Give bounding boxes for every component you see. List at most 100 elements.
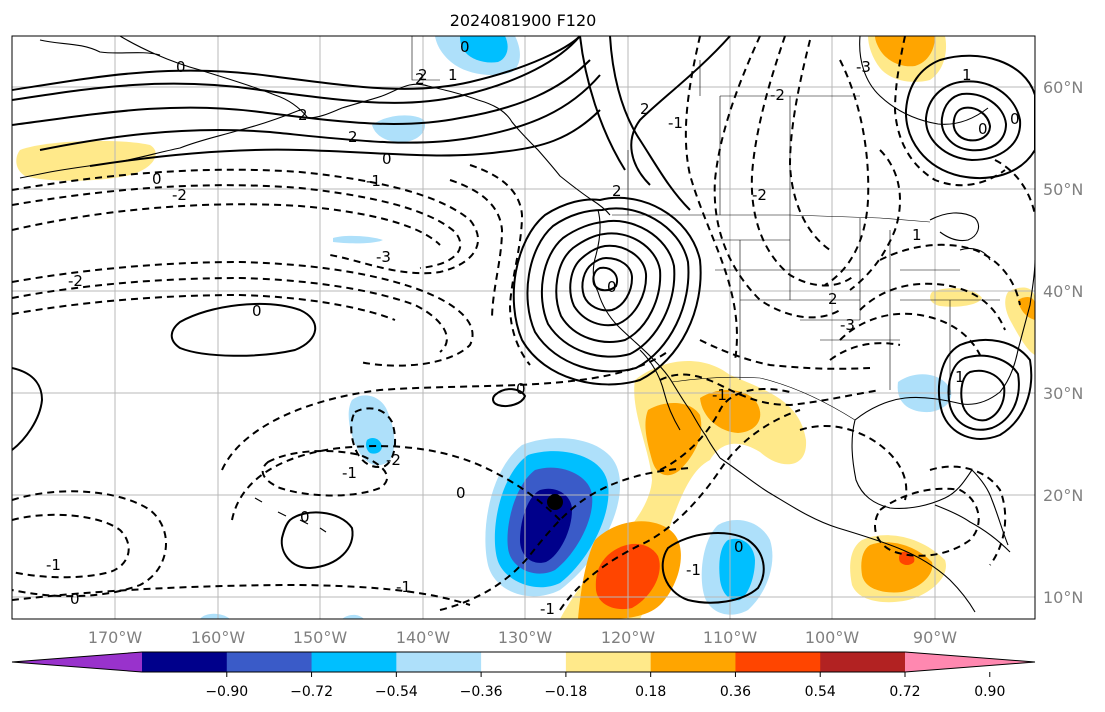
colorbar-tick-label: 0.72 [889,684,920,700]
contour-hawaii-negative-1 [261,449,388,497]
contour-trough-2 [750,36,856,287]
contour-label: -2 [770,86,785,104]
contour-negative-line-7 [469,164,531,366]
contour-zero-left-edge [12,367,44,451]
contour-positive-line-1 [12,36,581,104]
contour-labels: 0 2 2 0 -1 2 0 -2 -3 -2 0 -1 -1 -1 0 -2 … [46,38,1020,618]
contour-label: -1 [366,172,381,190]
lat-label: 20°N [1043,486,1083,505]
lat-label: 50°N [1043,180,1083,199]
contour-east-us-2 [859,282,1006,331]
contour-east-low-3 [960,369,1006,422]
contour-label: -1 [668,114,683,132]
contour-label: 0 [1010,110,1020,128]
colorbar-tick-label: −0.36 [460,684,503,700]
colorbar-segment [396,652,482,672]
contour-label: -1 [712,386,727,404]
positive-anomaly-mid-north [645,403,702,476]
east-coast [999,259,1035,393]
lon-label: 140°W [396,628,451,647]
contour-label: 0 [382,150,392,168]
contour-tropical-trough-2 [231,445,561,521]
colorbar: −0.90 −0.72 −0.54 −0.36 −0.18 0.18 0.36 0.54 0.7… [11,651,1036,700]
negative-anomaly-east-pacific-inner [719,538,755,601]
contour-canada-east-2 [994,159,1035,216]
colorbar-tick-label: 0.90 [974,684,1005,700]
contour-label: 0 [176,58,186,76]
contour-label: 2 [828,290,838,308]
lon-label: 130°W [498,628,553,647]
canadian-provinces [627,60,860,215]
contour-label: 0 [456,484,466,502]
contour-label: 0 [734,538,744,556]
negative-anomaly-bottom-center [342,614,364,619]
west-coast [592,209,721,459]
contour-label: -3 [376,248,391,266]
contour-gulf-1 [799,424,908,501]
negative-anomaly-gulf-of-alaska [372,115,426,143]
negative-anomaly-small-streak [333,235,383,244]
contour-canada-east-1 [893,36,1006,187]
contour-trough-3 [788,39,831,251]
contour-canada-low-outer [904,54,1035,179]
contour-positive-line-2 [12,36,581,91]
contour-label: 1 [448,66,458,84]
colorbar-segment [735,652,821,672]
contour-label: 0 [152,170,162,188]
colorbar-tick-label: 0.36 [720,684,751,700]
colorbar-extension-low [12,652,142,672]
contour-positive-line-3 [12,59,591,126]
contour-tropical-trough-4 [12,513,130,579]
contour-label: -1 [396,578,411,596]
colorbar-tick-label: 0.18 [635,684,666,700]
contour-label: -1 [46,556,61,574]
contour-label: -1 [686,561,701,579]
contour-high-6 [581,256,634,312]
positive-anomaly-canada-inner [875,36,935,67]
contour-mexico-2 [699,339,871,370]
lon-label: 90°W [913,628,957,647]
contour-label: -3 [856,58,871,76]
contour-label: 2 [348,128,358,146]
contour-tropical-trough-3 [12,490,167,598]
colorbar-segment [820,652,906,672]
contour-positive-line-5 [89,109,601,167]
contours-dashed [12,36,1035,611]
lon-label: 170°W [88,628,143,647]
contour-label: -1 [540,600,555,618]
contour-negative-line-1 [12,168,480,275]
contour-negative-line-6 [12,293,396,321]
lat-label: 60°N [1043,78,1083,97]
negative-anomaly-bottom-left [200,613,230,619]
lon-label: 150°W [293,628,348,647]
colorbar-segment [311,652,397,672]
colorbar-tick-label: −0.90 [205,684,248,700]
contour-central-america-2 [929,465,1007,566]
contour-positive-line-7 [579,36,626,171]
gridlines [12,36,1035,619]
contour-east-us-4 [829,342,901,361]
contour-label: 0 [300,508,310,526]
lon-label: 110°W [703,628,758,647]
contour-high-outer [512,196,702,386]
colorbar-segment [142,652,228,672]
contour-high-2 [526,207,690,373]
contour-trough-4 [684,36,738,361]
gulf-coast [851,391,1001,509]
contour-label: 0 [516,380,526,398]
contour-negative-line-8 [449,179,504,321]
contour-canada-low-1 [924,80,1022,162]
contour-trough-5 [824,59,870,286]
lat-label: 30°N [1043,384,1083,403]
aleutian-chain [19,109,301,179]
contour-label: 2 [612,182,622,200]
lon-label: 100°W [805,628,860,647]
contour-high-5 [569,244,648,327]
contour-label: 1 [962,66,972,84]
contour-east-us-1 [879,243,1021,306]
positive-anomaly-west-pacific [16,140,156,181]
contour-zero-small [492,388,527,407]
contours-solid [12,36,1035,604]
contour-central-america-1 [874,487,980,557]
storm-center-marker [547,494,563,510]
